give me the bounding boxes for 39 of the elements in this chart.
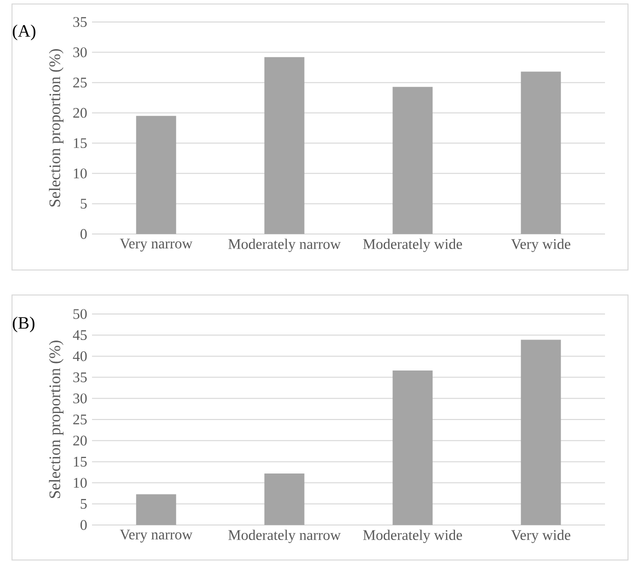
y-tick-label: 35 [73, 17, 87, 27]
y-tick-label: 5 [80, 198, 87, 209]
y-axis-title: Selection proportion (%) [48, 340, 64, 498]
x-tick-label: Moderately narrow [228, 530, 341, 544]
bar [136, 494, 176, 525]
y-tick-label: 10 [74, 168, 87, 178]
y-tick-label: 15 [74, 456, 87, 467]
bar [264, 474, 304, 525]
y-tick-label: 20 [73, 436, 87, 446]
y-tick-label: 20 [73, 108, 87, 118]
chart-title: (A) [12, 24, 36, 40]
y-tick-label: 10 [74, 478, 87, 488]
bar [392, 86, 433, 234]
x-tick-label: Moderately narrow [228, 238, 341, 252]
x-tick-label: Very wide [511, 530, 570, 544]
chart-title: (B) [12, 316, 34, 332]
y-tick-label: 15 [74, 138, 87, 148]
x-tick-label: Moderately wide [363, 238, 462, 252]
y-tick-label: 40 [72, 351, 87, 362]
x-tick-label: Moderately wide [363, 530, 462, 544]
x-tick-label: Very narrow [120, 530, 192, 542]
y-tick-label: 25 [73, 414, 87, 424]
bar [136, 116, 176, 234]
y-tick-label: 50 [73, 309, 87, 319]
y-tick-label: 30 [73, 47, 87, 58]
y-tick-label: 35 [73, 372, 87, 382]
y-tick-label: 5 [80, 499, 87, 509]
bar [520, 72, 561, 234]
y-tick-label: 30 [73, 393, 87, 404]
bar [264, 57, 304, 234]
y-tick-label: 0 [80, 229, 87, 239]
y-tick-label: 45 [72, 330, 87, 340]
y-axis-title: Selection proportion (%) [48, 49, 64, 206]
bar [520, 340, 561, 525]
x-tick-label: Very narrow [120, 238, 192, 252]
y-tick-label: 25 [73, 78, 87, 88]
x-tick-label: Very wide [511, 238, 570, 252]
bar [392, 370, 433, 525]
y-tick-label: 0 [80, 520, 87, 530]
